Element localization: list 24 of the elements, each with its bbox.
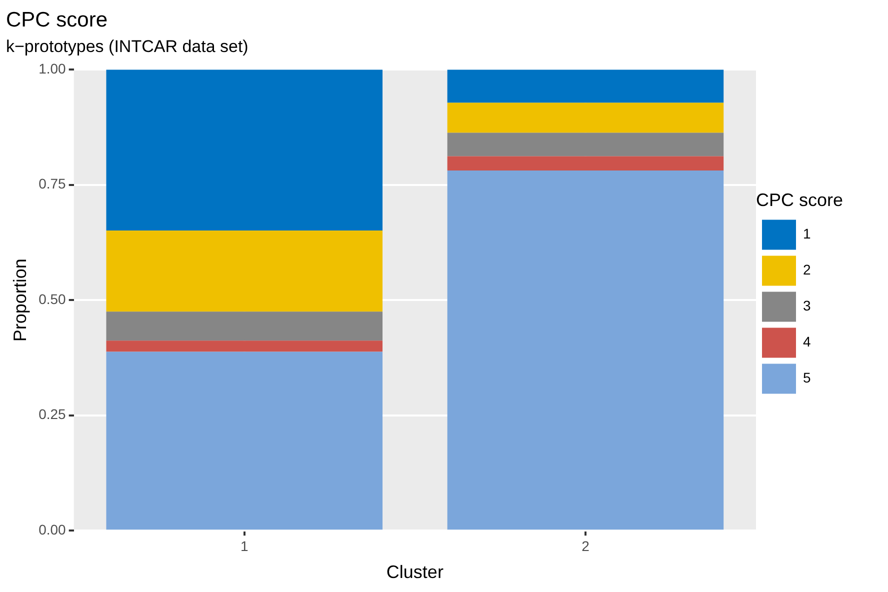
bar [106, 70, 383, 230]
chart-title: CPC score [6, 8, 108, 32]
legend-label: 2 [803, 262, 811, 278]
legend-label: 5 [803, 370, 811, 386]
legend-label: 4 [803, 334, 811, 350]
y-tick-label: 0.00 [38, 521, 66, 538]
y-axis-title: Proportion [10, 258, 30, 342]
x-axis-title: Cluster [386, 562, 444, 582]
bar [106, 312, 383, 341]
y-tick-label: 1.00 [38, 60, 66, 76]
y-tick-label: 0.50 [38, 290, 66, 307]
y-tick-label: 0.75 [38, 176, 66, 192]
legend-label: 3 [803, 298, 811, 314]
bar [447, 102, 724, 133]
bar [106, 352, 383, 530]
bar [106, 230, 383, 312]
bar [106, 340, 383, 352]
y-tick-label: 0.25 [38, 406, 66, 422]
bar [447, 70, 724, 103]
bar [447, 156, 724, 171]
legend-label: 1 [803, 226, 811, 242]
legend-title: CPC score [756, 190, 844, 210]
chart-subtitle: k−prototypes (INTCAR data set) [6, 37, 248, 56]
bar [447, 132, 724, 156]
